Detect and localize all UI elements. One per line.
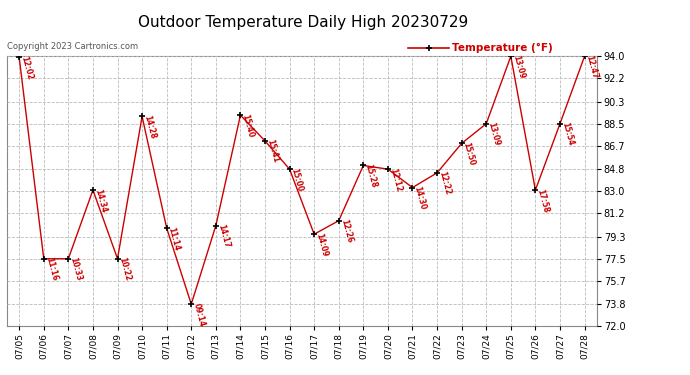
Text: 13:09: 13:09 xyxy=(486,122,501,147)
Text: Temperature (°F): Temperature (°F) xyxy=(453,43,553,53)
Text: Outdoor Temperature Daily High 20230729: Outdoor Temperature Daily High 20230729 xyxy=(139,15,469,30)
Text: 15:40: 15:40 xyxy=(240,113,255,138)
Text: 15:28: 15:28 xyxy=(364,163,378,189)
Text: Copyright 2023 Cartronics.com: Copyright 2023 Cartronics.com xyxy=(7,42,138,51)
Text: 15:50: 15:50 xyxy=(462,141,477,166)
Text: 14:28: 14:28 xyxy=(142,114,157,140)
Text: 09:14: 09:14 xyxy=(191,302,206,327)
Text: 14:34: 14:34 xyxy=(93,188,108,213)
Text: 14:09: 14:09 xyxy=(314,232,329,258)
Text: 12:02: 12:02 xyxy=(19,55,34,81)
Text: 17:58: 17:58 xyxy=(535,188,551,213)
Text: 12:12: 12:12 xyxy=(388,167,403,192)
Text: 13:09: 13:09 xyxy=(511,54,526,80)
Text: 10:22: 10:22 xyxy=(117,256,132,282)
Text: 10:33: 10:33 xyxy=(68,256,83,282)
Text: 14:17: 14:17 xyxy=(216,223,231,249)
Text: 11:14: 11:14 xyxy=(167,226,181,251)
Text: 15:00: 15:00 xyxy=(290,167,304,192)
Text: 11:16: 11:16 xyxy=(43,256,59,282)
Text: 15:41: 15:41 xyxy=(265,139,280,164)
Text: 15:54: 15:54 xyxy=(560,122,575,147)
Text: 12:26: 12:26 xyxy=(339,218,354,244)
Text: 12:22: 12:22 xyxy=(437,171,452,196)
Text: 12:47: 12:47 xyxy=(584,54,600,80)
Text: 14:30: 14:30 xyxy=(413,185,427,211)
